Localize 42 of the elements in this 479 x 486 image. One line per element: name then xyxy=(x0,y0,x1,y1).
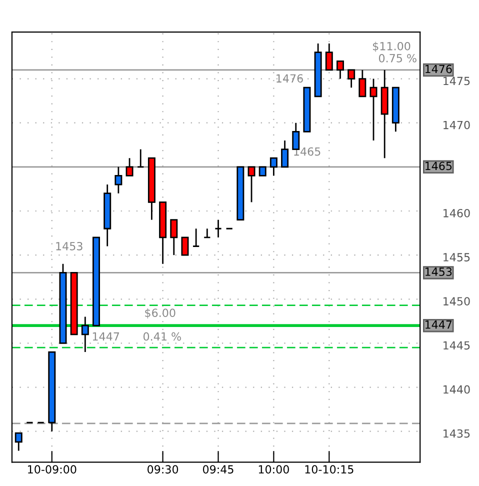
ref-line-label: 1453 xyxy=(425,268,452,276)
candlestick xyxy=(126,157,134,176)
y-tick-label: 1455 xyxy=(444,253,470,262)
candlestick xyxy=(170,219,178,256)
y-tick-label: 1460 xyxy=(444,208,470,218)
y-tick-label: 1435 xyxy=(444,429,470,438)
annotation: $11.00 xyxy=(373,42,410,52)
candlestick xyxy=(348,69,356,88)
x-tick-label: 09:45 xyxy=(202,465,234,474)
x-tick-label: 10-10:15 xyxy=(305,465,354,474)
candlestick xyxy=(248,166,256,203)
x-tick-label: 10:00 xyxy=(258,465,289,474)
ref-line-label: 1447 xyxy=(425,320,452,329)
candlestick xyxy=(192,228,200,247)
y-tick-label: 1470 xyxy=(444,120,470,130)
candlestick xyxy=(181,236,189,256)
candlestick xyxy=(358,69,366,98)
candlestick xyxy=(270,157,278,176)
ref-line-label: 1465 xyxy=(425,162,452,170)
y-tick-label: 1450 xyxy=(444,297,470,306)
y-tick-label: 1440 xyxy=(444,385,470,394)
annotation: 1476 xyxy=(276,74,303,83)
annotation: 0.75 % xyxy=(378,54,416,62)
x-tick-label: 10-09:00 xyxy=(28,465,76,474)
candlestick xyxy=(325,42,333,71)
y-tick-label: 1475 xyxy=(444,76,470,86)
candlestick xyxy=(114,166,122,194)
annotation: 0.41 % xyxy=(143,332,181,341)
annotation: 1453 xyxy=(56,242,82,250)
candlestick xyxy=(336,60,344,80)
candlestick xyxy=(370,78,378,142)
y-tick-label: 1445 xyxy=(444,341,470,350)
candlestick xyxy=(214,219,222,238)
candlestick xyxy=(203,228,211,238)
annotation: 1447 xyxy=(92,332,120,341)
candlestick xyxy=(14,432,22,452)
candlestick xyxy=(136,148,144,168)
annotation: $6.00 xyxy=(145,308,176,318)
candlestick xyxy=(81,316,89,353)
candlestick xyxy=(281,140,289,168)
ref-line-label: 1476 xyxy=(425,64,452,74)
x-tick-label: 09:30 xyxy=(148,465,178,474)
